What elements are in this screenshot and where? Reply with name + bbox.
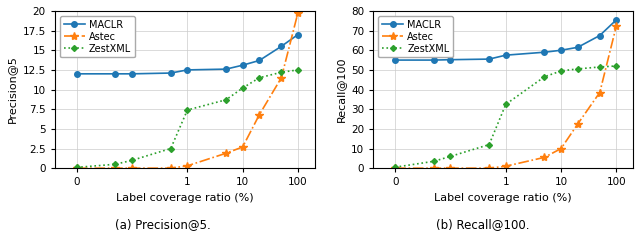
MACLR [541,51,548,54]
Astec [111,167,119,170]
Astec [255,113,263,116]
Line: Astec: Astec [391,21,621,172]
Astec [485,167,493,170]
Astec [184,164,191,167]
Astec [557,147,565,150]
MACLR [239,64,246,67]
MACLR [502,54,509,57]
MACLR [447,58,454,61]
Astec [612,24,620,27]
MACLR [612,18,620,21]
MACLR [184,69,191,71]
MACLR [557,49,565,52]
ZestXML [485,143,493,146]
Astec [73,167,81,170]
ZestXML [447,155,454,158]
ZestXML [239,87,246,89]
ZestXML [502,103,509,106]
Astec [128,167,136,170]
ZestXML [596,65,604,68]
MACLR [391,59,399,62]
Astec [447,167,454,170]
Astec [430,167,438,170]
ZestXML [255,76,263,79]
ZestXML [128,159,136,162]
Astec [502,165,509,168]
X-axis label: Label coverage ratio (%): Label coverage ratio (%) [435,193,572,203]
ZestXML [222,98,230,101]
X-axis label: Label coverage ratio (%): Label coverage ratio (%) [116,193,253,203]
MACLR [73,72,81,75]
MACLR [596,34,604,37]
MACLR [128,72,136,75]
Legend: MACLR, Astec, ZestXML: MACLR, Astec, ZestXML [378,16,453,58]
Line: Astec: Astec [72,8,302,172]
MACLR [255,59,263,62]
MACLR [111,72,119,75]
Text: (b) Recall@100.: (b) Recall@100. [436,218,530,231]
ZestXML [278,71,285,74]
Line: ZestXML: ZestXML [393,64,618,169]
Y-axis label: Recall@100: Recall@100 [335,57,346,122]
ZestXML [167,147,175,150]
MACLR [294,33,302,36]
Y-axis label: Precision@5: Precision@5 [7,56,17,123]
Astec [596,91,604,94]
Astec [391,167,399,170]
Astec [222,152,230,155]
ZestXML [184,109,191,111]
ZestXML [557,69,565,72]
MACLR [430,59,438,62]
Text: (a) Precision@5.: (a) Precision@5. [115,218,211,231]
ZestXML [541,75,548,78]
MACLR [485,58,493,61]
ZestXML [73,166,81,169]
ZestXML [294,69,302,71]
Astec [278,76,285,79]
Line: MACLR: MACLR [392,17,619,63]
Line: ZestXML: ZestXML [75,68,300,169]
Astec [541,156,548,159]
ZestXML [430,160,438,163]
MACLR [167,72,175,75]
ZestXML [111,163,119,166]
ZestXML [574,68,582,70]
Astec [294,11,302,14]
Astec [239,146,246,148]
Astec [167,167,175,170]
ZestXML [391,166,399,169]
MACLR [222,68,230,71]
Astec [574,123,582,125]
MACLR [278,45,285,48]
ZestXML [612,65,620,67]
Legend: MACLR, Astec, ZestXML: MACLR, Astec, ZestXML [60,16,135,58]
Line: MACLR: MACLR [74,32,301,77]
MACLR [574,46,582,49]
